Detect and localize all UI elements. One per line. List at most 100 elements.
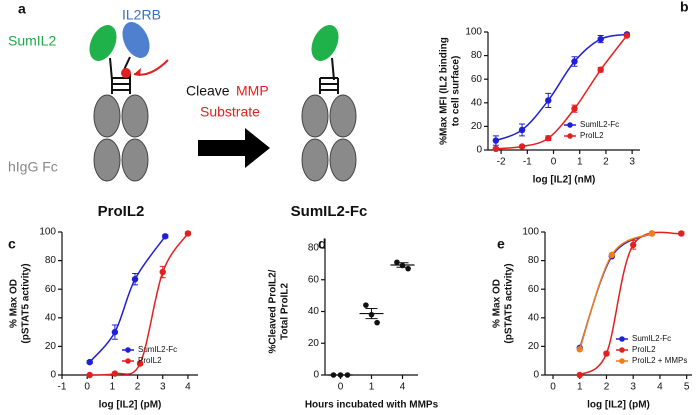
point <box>630 241 637 249</box>
x-tick-label: 3 <box>630 382 636 393</box>
point <box>576 371 583 379</box>
fc-domain <box>121 94 149 138</box>
y-axis-label: (pSTAT5 activity) <box>21 263 32 343</box>
chart: c % Max OD (pSTAT5 activity) log [IL2] (pM)… <box>8 227 198 411</box>
diagram: a SumIL2 IL2RB hIgG Fc ProIL2 Cleave MMP… <box>8 1 367 220</box>
x-tick-label: 2 <box>604 382 610 393</box>
hinge <box>111 74 131 94</box>
il2rb-label: IL2RB <box>122 7 161 23</box>
y-tick-label: 40 <box>528 312 540 323</box>
y-tick-label: 60 <box>528 284 540 295</box>
x-tick-label: -1 <box>523 157 532 168</box>
x-tick-label: 0 <box>551 157 557 168</box>
point <box>492 145 500 153</box>
panel-label: c <box>8 236 16 252</box>
y-axis-label: Total ProIL2 <box>280 283 291 340</box>
point <box>159 268 166 276</box>
fc-domain <box>329 138 357 182</box>
x-tick-label: 3 <box>160 382 166 393</box>
point <box>492 137 500 144</box>
point <box>111 328 119 336</box>
x-tick-label: 0 <box>550 382 556 393</box>
x-tick-label: 0 <box>338 382 344 393</box>
x-tick-label: -1 <box>58 382 67 393</box>
x-tick-label: 4 <box>657 382 663 393</box>
y-tick-label: 20 <box>471 121 483 132</box>
y-tick-label: 40 <box>45 312 57 323</box>
linker <box>331 57 335 81</box>
x-tick-label: 4 <box>400 382 406 393</box>
point <box>111 370 119 377</box>
y-tick-label: 80 <box>528 255 540 266</box>
point <box>363 302 369 308</box>
x-axis-label: log [IL2] (pM) <box>99 400 162 411</box>
point <box>344 372 351 378</box>
legend-marker <box>619 336 625 342</box>
big-arrow <box>198 128 270 168</box>
point <box>576 346 583 353</box>
y-axis-label: % Max OD <box>9 279 20 328</box>
y-axis-label: %Max MFI (IL2 binding <box>439 37 450 145</box>
fc-domain <box>329 94 357 138</box>
chart: d %Cleaved ProIL2/Total ProIL2 Hours incub… <box>268 236 439 411</box>
panel-label: d <box>318 236 327 252</box>
x-tick-label: 2 <box>135 382 141 393</box>
legend-marker <box>619 347 625 353</box>
point <box>86 371 93 379</box>
point <box>608 251 616 259</box>
point <box>545 135 552 142</box>
point <box>518 126 526 134</box>
y-tick-label: 20 <box>528 341 540 352</box>
point <box>136 360 144 367</box>
legend-label: SumIL2-Fc <box>632 334 671 343</box>
construct-name: ProIL2 <box>98 203 145 220</box>
point <box>131 275 139 283</box>
y-tick-label: 40 <box>308 306 320 317</box>
cleave-label: Cleave <box>186 83 230 99</box>
il2rb-domain <box>122 22 150 58</box>
x-axis-label: Hours incubated with MMPs <box>305 400 439 411</box>
x-tick-label: 5 <box>684 382 690 393</box>
point <box>399 262 406 269</box>
y-tick-label: 100 <box>522 227 539 238</box>
y-tick-label: 20 <box>308 338 320 349</box>
arrowhead <box>134 68 141 76</box>
y-tick-label: 0 <box>533 370 539 381</box>
legend-marker <box>125 347 131 353</box>
y-tick-label: 60 <box>471 74 483 85</box>
hinge <box>319 77 339 94</box>
point <box>603 350 610 357</box>
x-tick-label: 4 <box>185 382 191 393</box>
chart: e % Max OD (pSTAT5 activity) log [IL2] (pM)… <box>492 227 692 411</box>
y-axis-label: (pSTAT5 activity) <box>504 263 515 343</box>
y-tick-label: 40 <box>471 97 483 108</box>
x-tick-label: 0 <box>84 382 90 393</box>
y-tick-label: 0 <box>313 370 319 381</box>
x-tick-label: 1 <box>369 382 375 393</box>
y-tick-label: 100 <box>39 227 56 238</box>
legend-label: ProIL2 <box>632 345 656 354</box>
legend-marker <box>619 358 625 364</box>
x-tick-label: 1 <box>110 382 116 393</box>
y-axis-label: % Max OD <box>492 279 503 328</box>
point <box>678 230 685 237</box>
y-tick-label: 0 <box>50 370 56 381</box>
x-tick-label: 1 <box>577 382 583 393</box>
fc-domain <box>121 138 149 182</box>
point <box>597 35 604 43</box>
y-tick-label: 0 <box>476 145 482 156</box>
legend-marker <box>567 122 573 128</box>
curve <box>495 35 628 150</box>
mmp-label: MMP <box>236 83 269 99</box>
y-tick-label: 100 <box>465 27 482 38</box>
point <box>184 230 192 237</box>
y-tick-label: 60 <box>308 274 320 285</box>
substrate-label: Substrate <box>200 104 260 120</box>
point <box>623 32 631 39</box>
panel-label: b <box>680 0 689 15</box>
fc-domain <box>93 94 121 138</box>
legend-label: ProIL2 <box>580 131 604 140</box>
curve <box>89 235 166 363</box>
y-axis-label: %Cleaved ProIL2/ <box>268 269 279 353</box>
